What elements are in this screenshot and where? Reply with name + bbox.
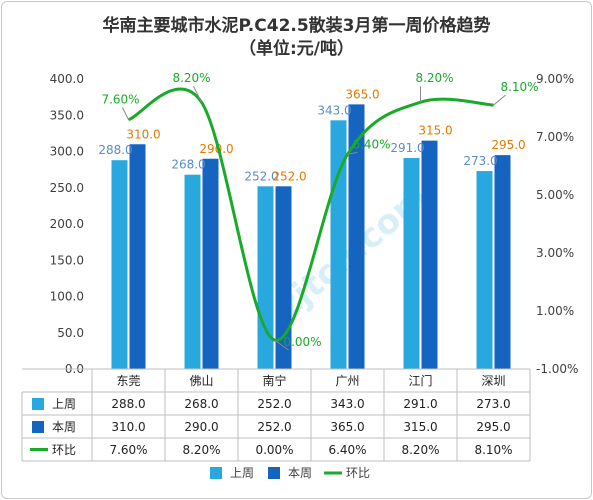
bar-prev-week xyxy=(403,158,420,369)
table-cell: 8.20% xyxy=(182,443,220,457)
chart-title: 华南主要城市水泥P.C42.5散装3月第一周价格趋势 xyxy=(102,16,491,36)
legend-key-swatch xyxy=(268,467,280,479)
y-right-tick-label: 5.00% xyxy=(536,188,574,202)
ratio-leader-line xyxy=(193,85,202,103)
bar-this-week xyxy=(494,155,511,369)
y-left-tick-label: 350.0 xyxy=(50,108,84,122)
bar-curr-value-label: 295.0 xyxy=(491,138,525,152)
legend-label: 上周 xyxy=(230,466,254,480)
y-left-tick-label: 250.0 xyxy=(50,181,84,195)
ratio-value-label: 8.10% xyxy=(500,80,538,94)
table-row-label: 本周 xyxy=(52,420,76,434)
bar-curr-value-label: 310.0 xyxy=(126,127,160,141)
ratio-value-label: 6.40% xyxy=(352,137,390,151)
ratio-leader-line xyxy=(274,339,289,351)
bar-prev-value-label: 291.0 xyxy=(390,141,424,155)
category-label: 南宁 xyxy=(262,373,286,388)
bar-curr-value-label: 315.0 xyxy=(418,124,452,138)
bar-this-week xyxy=(348,104,365,369)
table-cell: 268.0 xyxy=(184,397,218,411)
table-row-label: 环比 xyxy=(52,443,76,457)
table-legend-swatch xyxy=(32,421,44,433)
bar-this-week xyxy=(275,186,292,369)
table-cell: 273.0 xyxy=(476,397,510,411)
category-label: 广州 xyxy=(335,374,359,388)
bar-prev-week xyxy=(257,186,274,369)
table-cell: 315.0 xyxy=(403,420,437,434)
category-label: 深圳 xyxy=(481,374,505,388)
legend-key-swatch xyxy=(210,467,222,479)
bar-prev-value-label: 343.0 xyxy=(317,103,351,117)
table-cell: 288.0 xyxy=(111,397,145,411)
table-cell: 8.20% xyxy=(401,443,439,457)
ratio-leader-line xyxy=(347,151,358,155)
category-label: 江门 xyxy=(408,373,432,388)
bar-prev-week xyxy=(184,174,201,369)
y-right-tick-label: 9.00% xyxy=(536,72,574,86)
y-left-tick-label: 200.0 xyxy=(50,217,84,231)
bar-prev-value-label: 268.0 xyxy=(171,158,205,172)
bar-prev-week xyxy=(476,171,493,369)
ratio-value-label: 0.00% xyxy=(283,335,321,349)
table-cell: 6.40% xyxy=(328,443,366,457)
y-right-tick-label: -1.00% xyxy=(536,362,578,376)
ratio-leader-line xyxy=(122,107,129,120)
table-cell: 0.00% xyxy=(255,443,293,457)
ratio-value-label: 8.20% xyxy=(172,71,210,85)
bar-this-week xyxy=(202,158,219,369)
bar-prev-value-label: 252.0 xyxy=(244,169,278,183)
table-cell: 343.0 xyxy=(330,397,364,411)
y-left-tick-label: 150.0 xyxy=(50,253,84,267)
table-row-label: 上周 xyxy=(52,397,76,411)
ratio-leader-line xyxy=(493,94,506,106)
bar-curr-value-label: 252.0 xyxy=(272,169,306,183)
category-label: 佛山 xyxy=(189,374,213,388)
table-cell: 252.0 xyxy=(257,397,291,411)
y-left-tick-label: 100.0 xyxy=(50,290,84,304)
bar-prev-value-label: 288.0 xyxy=(98,143,132,157)
table-cell: 8.10% xyxy=(474,443,512,457)
bar-prev-week xyxy=(111,160,128,369)
table-cell: 365.0 xyxy=(330,420,364,434)
legend-label: 环比 xyxy=(346,466,370,480)
ratio-value-label: 8.20% xyxy=(415,71,453,85)
bar-this-week xyxy=(129,144,146,369)
y-right-tick-label: 3.00% xyxy=(536,246,574,260)
y-right-tick-label: 7.00% xyxy=(536,130,574,144)
table-cell: 310.0 xyxy=(111,420,145,434)
table-cell: 252.0 xyxy=(257,420,291,434)
table-cell: 7.60% xyxy=(109,443,147,457)
y-left-tick-label: 300.0 xyxy=(50,145,84,159)
bar-this-week xyxy=(421,140,438,369)
chart-subtitle: （单位:元/吨） xyxy=(238,39,354,59)
table-legend-swatch xyxy=(32,398,44,410)
legend-label: 本周 xyxy=(288,466,312,480)
table-cell: 290.0 xyxy=(184,420,218,434)
y-left-tick-label: 50.0 xyxy=(57,326,84,340)
table-cell: 295.0 xyxy=(476,420,510,434)
ratio-value-label: 7.60% xyxy=(101,93,139,107)
category-label: 东莞 xyxy=(116,374,140,388)
table-cell: 291.0 xyxy=(403,397,437,411)
y-left-tick-label: 400.0 xyxy=(50,72,84,86)
bar-prev-value-label: 273.0 xyxy=(463,154,497,168)
bar-curr-value-label: 365.0 xyxy=(345,87,379,101)
y-right-tick-label: 1.00% xyxy=(536,304,574,318)
bar-curr-value-label: 290.0 xyxy=(199,142,233,156)
